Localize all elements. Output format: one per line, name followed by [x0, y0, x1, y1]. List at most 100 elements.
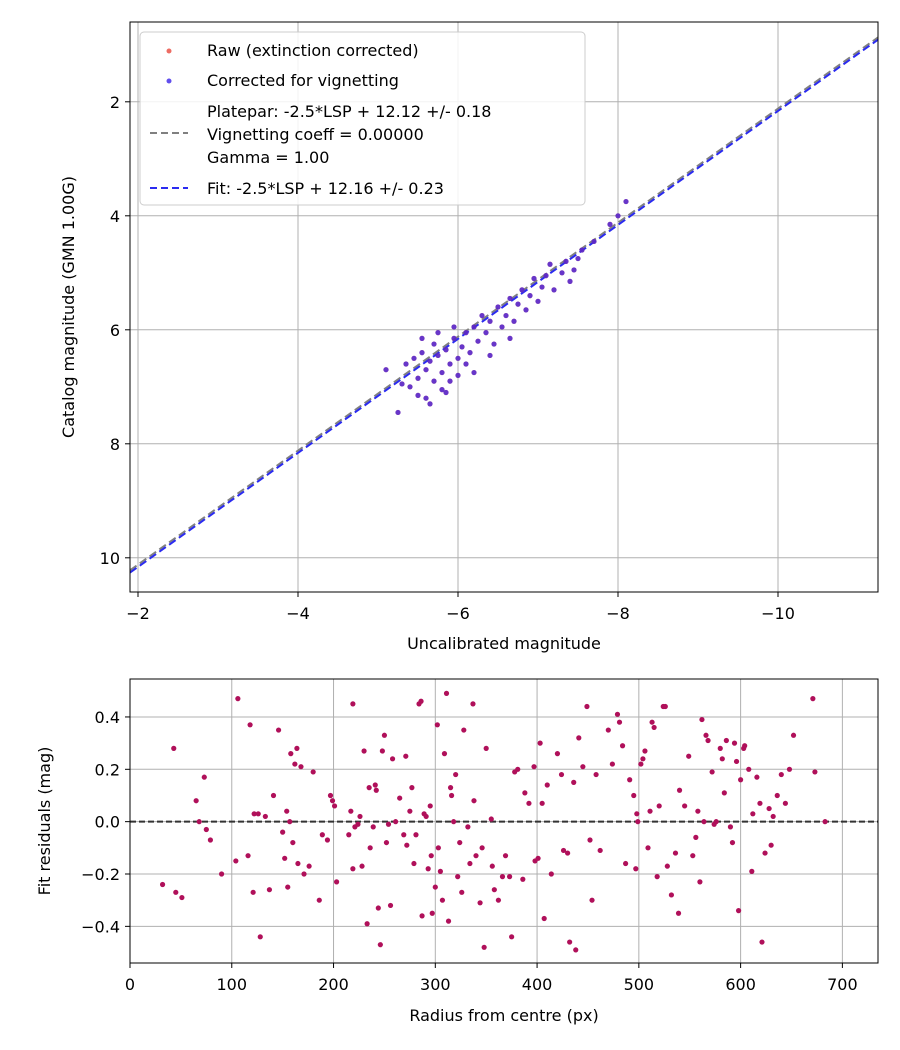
legend-fit-label: Fit: -2.5*LSP + 12.16 +/- 0.23 — [207, 179, 444, 198]
legend-platepar-label: Platepar: -2.5*LSP + 12.12 +/- 0.18 — [207, 102, 491, 121]
corrected-point — [431, 341, 437, 347]
corrected-point — [463, 361, 469, 367]
residual-point — [768, 842, 774, 848]
residual-point — [375, 905, 381, 911]
corrected-point — [591, 238, 597, 245]
residual-point — [203, 826, 209, 833]
residual-point — [742, 743, 748, 749]
corrected-point — [423, 395, 429, 401]
residual-point — [413, 832, 419, 838]
residual-point — [193, 798, 199, 804]
residual-point — [544, 782, 550, 788]
corrected-point — [399, 381, 405, 387]
residual-point — [251, 811, 257, 817]
residual-point — [738, 777, 744, 783]
residual-point — [509, 934, 515, 940]
residual-point — [473, 853, 479, 859]
corrected-point — [515, 301, 521, 307]
residual-point — [597, 847, 603, 854]
residual-point — [327, 792, 334, 799]
residual-point — [477, 900, 483, 906]
residual-point — [693, 834, 699, 840]
corrected-point — [439, 369, 445, 376]
residual-point — [565, 850, 571, 856]
residual-point — [619, 743, 626, 749]
corrected-point — [415, 392, 421, 398]
bottom-x-tick-label: 700 — [827, 975, 858, 994]
residual-point — [778, 771, 784, 778]
residual-point — [711, 821, 717, 827]
bottom-x-tick-label: 0 — [125, 975, 135, 994]
residual-point — [672, 850, 679, 856]
residual-point — [735, 908, 742, 914]
residual-point — [502, 853, 509, 859]
residual-point — [703, 732, 709, 738]
residual-point — [373, 787, 379, 793]
legend-box — [139, 31, 586, 206]
residual-point — [587, 837, 593, 843]
corrected-point — [411, 355, 417, 361]
residual-point — [812, 769, 818, 775]
residual-point — [270, 792, 277, 799]
residual-point — [638, 761, 644, 767]
residual-point — [316, 897, 322, 903]
residual-point — [709, 769, 715, 775]
residual-point — [403, 753, 409, 759]
corrected-point — [423, 367, 429, 373]
residual-point — [218, 871, 225, 877]
residual-point — [377, 942, 383, 948]
residual-point — [668, 892, 675, 898]
residual-point — [171, 745, 177, 751]
residual-point — [448, 792, 455, 799]
bottom-y-tick-label: −0.4 — [81, 917, 120, 936]
residual-point — [233, 858, 239, 864]
residual-point — [179, 894, 185, 901]
residual-point — [810, 696, 816, 702]
corrected-point — [435, 330, 441, 336]
residual-point — [654, 874, 660, 880]
residual-point — [255, 811, 261, 817]
residual-point — [159, 881, 166, 888]
residual-point — [471, 798, 477, 804]
residual-point — [729, 839, 736, 846]
top-x-axis-label: Uncalibrated magnitude — [407, 634, 601, 653]
residual-point — [329, 798, 336, 804]
top-legend: Raw (extinction corrected) Corrected for… — [139, 31, 586, 206]
residual-point — [662, 703, 668, 710]
bottom-x-tick-label: 400 — [522, 975, 553, 994]
corrected-point — [419, 335, 425, 341]
residual-point — [447, 785, 454, 791]
residual-point — [348, 808, 354, 814]
bottom-y-tick-label: 0.0 — [95, 813, 120, 832]
corrected-point — [579, 247, 585, 253]
corrected-point — [615, 213, 621, 219]
residual-point — [548, 871, 554, 877]
residual-point — [207, 837, 213, 843]
corrected-point — [383, 367, 389, 373]
residual-point — [427, 803, 433, 809]
residual-point — [762, 850, 768, 856]
legend-raw-label: Raw (extinction corrected) — [207, 41, 419, 60]
residual-point — [275, 727, 282, 733]
top-scatter-points — [383, 198, 629, 416]
corrected-point — [503, 312, 509, 319]
corrected-point — [559, 270, 565, 276]
residual-point — [333, 879, 340, 885]
residual-point — [531, 764, 537, 770]
corrected-point — [531, 275, 537, 282]
residual-point — [357, 813, 363, 820]
top-plot-frame — [129, 21, 879, 593]
residual-point — [483, 745, 489, 751]
residual-point — [766, 805, 772, 812]
corrected-point — [447, 361, 453, 367]
residual-point — [262, 813, 268, 820]
corrected-point — [511, 318, 517, 324]
residual-point — [319, 832, 325, 838]
residual-point — [589, 897, 595, 903]
residual-point — [432, 884, 438, 890]
corrected-point — [487, 318, 493, 324]
top-x-tick-label: −2 — [126, 604, 150, 623]
bottom-x-tick-label: 100 — [216, 975, 247, 994]
residual-point — [350, 866, 356, 872]
platepar-line — [130, 36, 878, 572]
